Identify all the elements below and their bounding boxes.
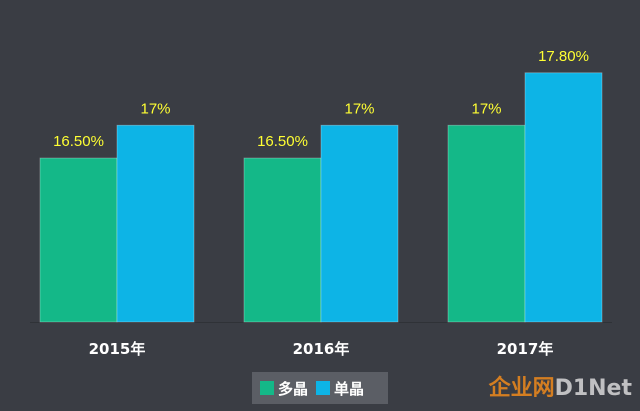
bar-mono-0 <box>116 124 195 323</box>
bar-multi-1 <box>243 157 322 323</box>
legend-swatch-multi <box>260 381 274 395</box>
category-label-2: 2017年 <box>497 340 554 358</box>
data-label-multi-2: 17% <box>471 100 501 117</box>
bar-multi-2 <box>447 124 526 323</box>
bar-mono-2 <box>524 72 603 323</box>
category-label-0: 2015年 <box>89 340 146 358</box>
chart-legend: 多晶 单晶 <box>252 372 388 404</box>
legend-label-multi: 多晶 <box>278 379 309 398</box>
watermark-part-b: D1Net <box>554 376 632 401</box>
legend-item-mono: 单晶 <box>316 378 364 399</box>
bar-mono-1 <box>320 124 399 323</box>
watermark-logo: 企业网D1Net <box>489 370 632 402</box>
data-label-multi-1: 16.50% <box>257 133 308 150</box>
data-label-mono-1: 17% <box>344 100 374 117</box>
data-label-mono-2: 17.80% <box>538 48 589 65</box>
bar-multi-0 <box>39 157 118 323</box>
legend-label-mono: 单晶 <box>334 379 365 398</box>
legend-item-multi: 多晶 <box>260 378 308 399</box>
category-label-1: 2016年 <box>293 340 350 358</box>
data-label-mono-0: 17% <box>140 100 170 117</box>
legend-swatch-mono <box>316 381 331 395</box>
watermark-part-a: 企业网 <box>488 376 555 401</box>
data-label-multi-0: 16.50% <box>53 133 104 150</box>
